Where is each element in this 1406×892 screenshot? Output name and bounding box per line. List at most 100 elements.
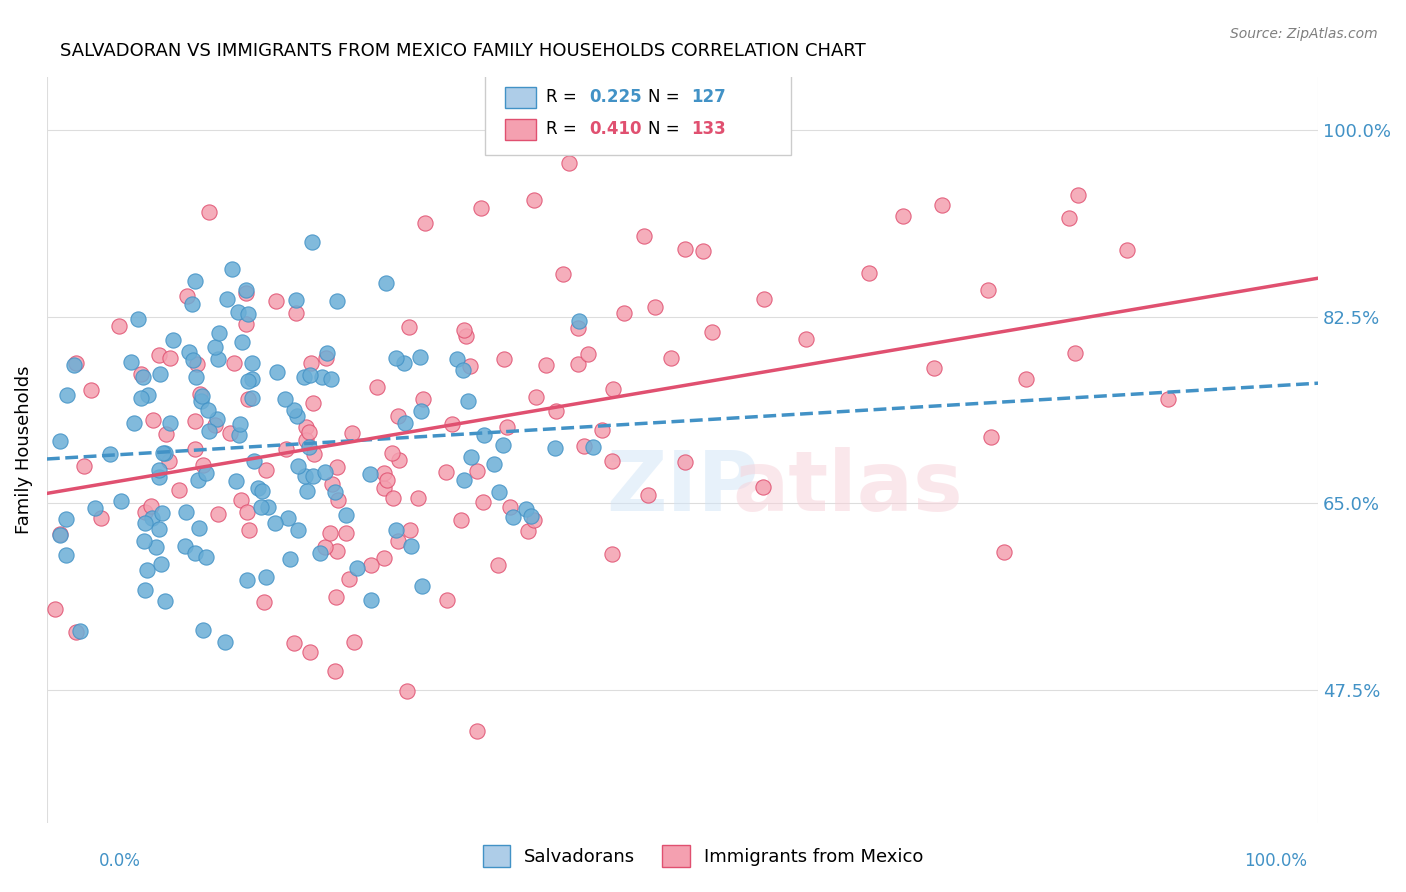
Point xyxy=(148,470,170,484)
Point xyxy=(198,205,221,219)
Point xyxy=(633,228,655,243)
Text: 127: 127 xyxy=(692,87,725,106)
Bar xyxy=(505,120,536,140)
Point xyxy=(229,417,252,431)
Point xyxy=(582,440,605,454)
Point xyxy=(387,409,409,423)
Point xyxy=(129,391,152,405)
Point xyxy=(243,454,266,468)
Point xyxy=(326,294,349,309)
Point xyxy=(264,516,287,530)
Point xyxy=(502,509,524,524)
Legend: Salvadorans, Immigrants from Mexico: Salvadorans, Immigrants from Mexico xyxy=(475,838,931,874)
Point xyxy=(408,350,430,364)
Point xyxy=(314,540,336,554)
Point xyxy=(139,499,162,513)
Point xyxy=(62,358,84,372)
Text: SALVADORAN VS IMMIGRANTS FROM MEXICO FAMILY HOUSEHOLDS CORRELATION CHART: SALVADORAN VS IMMIGRANTS FROM MEXICO FAM… xyxy=(59,42,865,60)
Text: N =: N = xyxy=(644,119,685,136)
Point xyxy=(148,348,170,362)
Point xyxy=(335,508,357,523)
Point xyxy=(661,351,683,365)
Point xyxy=(1059,211,1081,226)
Point xyxy=(337,572,360,586)
Text: 0.410: 0.410 xyxy=(589,120,643,138)
Point xyxy=(110,494,132,508)
Point xyxy=(250,483,273,498)
Point xyxy=(136,388,159,402)
Text: N =: N = xyxy=(648,120,685,138)
Y-axis label: Family Households: Family Households xyxy=(15,366,32,534)
Point xyxy=(254,463,277,477)
Point xyxy=(520,509,543,524)
Point xyxy=(198,424,221,438)
Point xyxy=(83,501,105,516)
Point xyxy=(236,506,259,520)
Point xyxy=(240,372,263,386)
Point xyxy=(207,351,229,366)
Point xyxy=(385,351,408,366)
Point xyxy=(229,492,252,507)
Point xyxy=(458,359,481,373)
Point xyxy=(567,321,589,335)
Point xyxy=(360,558,382,572)
Point xyxy=(190,386,212,401)
Point xyxy=(359,467,381,482)
Text: Source: ZipAtlas.com: Source: ZipAtlas.com xyxy=(1230,27,1378,41)
Point xyxy=(600,454,623,468)
Point xyxy=(228,304,250,318)
Point xyxy=(1066,188,1088,202)
Point xyxy=(219,426,242,441)
Point xyxy=(406,491,429,506)
Point xyxy=(346,561,368,575)
Point xyxy=(394,416,416,430)
Point xyxy=(572,440,595,454)
Point xyxy=(637,488,659,502)
Point xyxy=(250,500,273,514)
Point xyxy=(176,289,198,303)
Point xyxy=(384,523,406,537)
Text: 133: 133 xyxy=(692,120,725,138)
Point xyxy=(454,329,477,343)
Point xyxy=(451,363,474,377)
Point xyxy=(72,458,94,473)
Point xyxy=(235,317,257,331)
Point xyxy=(174,539,197,553)
Point xyxy=(256,569,278,583)
Point xyxy=(499,500,522,514)
Point xyxy=(174,505,197,519)
Point xyxy=(488,484,510,499)
Point xyxy=(236,573,259,587)
Text: ZIP: ZIP xyxy=(606,447,759,528)
Point xyxy=(409,403,432,417)
Point xyxy=(136,563,159,577)
Point xyxy=(325,543,347,558)
Point xyxy=(157,454,180,468)
Point xyxy=(326,493,349,508)
Point xyxy=(395,684,418,698)
Point xyxy=(558,156,581,170)
Point xyxy=(141,511,163,525)
Point xyxy=(613,306,636,320)
Point xyxy=(90,511,112,525)
Text: N =: N = xyxy=(644,88,685,107)
Text: N =: N = xyxy=(648,87,685,106)
Point xyxy=(523,193,546,207)
Point xyxy=(342,634,364,648)
Point xyxy=(253,595,276,609)
Point xyxy=(162,333,184,347)
Point xyxy=(44,601,66,615)
Point xyxy=(155,427,177,442)
Point xyxy=(65,625,87,640)
Point xyxy=(523,513,546,527)
Point xyxy=(411,578,433,592)
Text: atlas: atlas xyxy=(733,447,963,528)
Point xyxy=(277,510,299,524)
Text: 100.0%: 100.0% xyxy=(1244,852,1308,870)
Point xyxy=(472,428,495,442)
Point xyxy=(297,484,319,499)
Point xyxy=(319,525,342,540)
Point xyxy=(298,441,321,455)
Point xyxy=(392,356,415,370)
Point xyxy=(149,557,172,571)
